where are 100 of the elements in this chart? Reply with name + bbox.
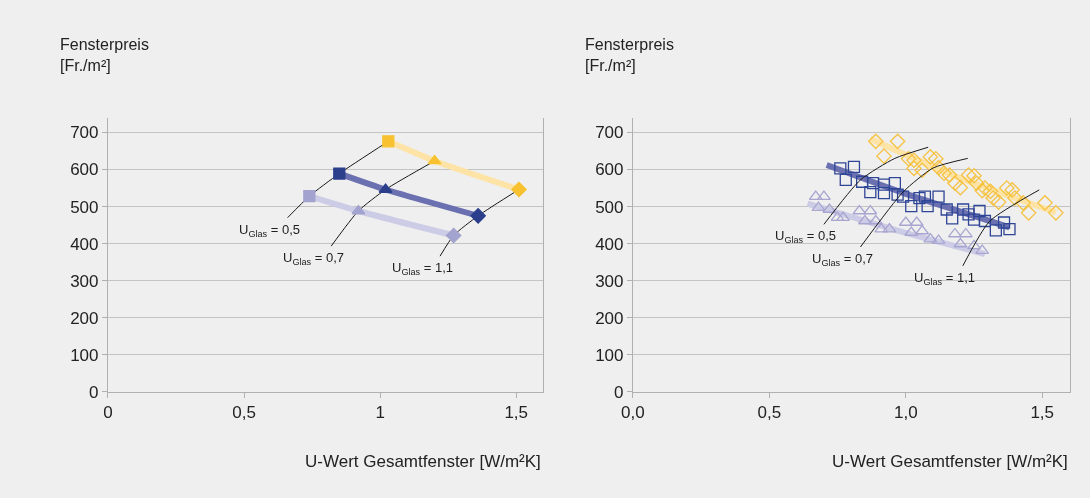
point bbox=[1003, 223, 1016, 236]
point bbox=[857, 214, 872, 225]
point bbox=[956, 203, 970, 216]
point bbox=[967, 213, 981, 226]
point bbox=[877, 178, 891, 191]
point bbox=[953, 237, 968, 248]
y-tick-label: 600 bbox=[70, 160, 99, 180]
y-tick-label: 0 bbox=[614, 382, 624, 402]
annotation: U$_{Glas}$ = 1,1 bbox=[914, 270, 975, 287]
annotation: U$_{Glas}$ = 0,5 bbox=[775, 228, 836, 245]
y-tick-label: 500 bbox=[70, 197, 99, 217]
point bbox=[989, 224, 1002, 237]
y-tick-label: 500 bbox=[595, 197, 624, 217]
point bbox=[946, 212, 959, 225]
point bbox=[877, 187, 891, 200]
point bbox=[1020, 205, 1037, 221]
point bbox=[931, 234, 946, 245]
point bbox=[1048, 205, 1064, 221]
y-tick-label: 700 bbox=[595, 123, 624, 143]
point bbox=[990, 194, 1007, 210]
point bbox=[834, 162, 847, 175]
point bbox=[928, 150, 944, 167]
x-tick-label: 1,5 bbox=[504, 403, 529, 423]
point bbox=[896, 190, 910, 203]
y-tick-label: 700 bbox=[70, 123, 99, 143]
annotation: U$_{Glas}$ = 0,5 bbox=[239, 222, 300, 239]
y-tick-label: 400 bbox=[70, 234, 99, 254]
point bbox=[967, 239, 982, 250]
point bbox=[867, 133, 884, 150]
point bbox=[836, 211, 851, 222]
x-tick-label: 1,5 bbox=[1030, 403, 1055, 423]
point bbox=[889, 133, 906, 150]
point bbox=[914, 162, 930, 179]
x-tick-label: 0,5 bbox=[232, 403, 256, 423]
point bbox=[830, 211, 845, 222]
annotation: U$_{Glas}$ = 0,7 bbox=[283, 250, 344, 267]
point bbox=[1015, 195, 1031, 211]
point bbox=[941, 167, 958, 183]
point bbox=[811, 201, 826, 212]
y-axis-title: Fensterpreis [Fr./m²] bbox=[60, 36, 149, 74]
x-axis-title: U-Wert Gesamtfenster [W/m²K] bbox=[305, 452, 541, 471]
point bbox=[940, 203, 953, 216]
point bbox=[915, 224, 930, 235]
point bbox=[852, 204, 867, 215]
y-tick-label: 400 bbox=[595, 234, 624, 254]
point bbox=[905, 200, 918, 213]
point bbox=[968, 175, 985, 192]
point bbox=[985, 190, 1001, 206]
point bbox=[960, 167, 977, 183]
point bbox=[978, 214, 992, 228]
point bbox=[932, 190, 945, 203]
x-tick-label: 0,0 bbox=[621, 403, 645, 423]
y-tick-label: 0 bbox=[89, 382, 99, 402]
annotation: U$_{Glas}$ = 0,7 bbox=[812, 251, 873, 268]
point bbox=[906, 160, 922, 177]
point bbox=[958, 227, 973, 238]
point bbox=[863, 204, 878, 215]
y-tick-label: 100 bbox=[70, 345, 99, 365]
point bbox=[1004, 182, 1021, 198]
point bbox=[891, 188, 904, 201]
point bbox=[855, 175, 869, 188]
point bbox=[918, 190, 932, 203]
y-tick-label: 200 bbox=[70, 308, 99, 328]
point bbox=[876, 148, 892, 164]
point bbox=[906, 152, 922, 169]
point bbox=[936, 165, 952, 181]
point bbox=[966, 168, 982, 184]
y-tick-label: 200 bbox=[595, 308, 624, 328]
x-axis-title: U-Wert Gesamtfenster [W/m²K] bbox=[832, 452, 1068, 471]
point bbox=[952, 179, 969, 196]
y-axis-title: Fensterpreis [Fr./m²] bbox=[585, 36, 674, 74]
point bbox=[973, 204, 986, 218]
point bbox=[913, 191, 926, 205]
point bbox=[947, 175, 963, 192]
point bbox=[921, 200, 934, 213]
point bbox=[930, 159, 947, 176]
point bbox=[900, 150, 917, 167]
x-tick-label: 0 bbox=[103, 403, 113, 423]
point bbox=[888, 177, 902, 190]
point bbox=[839, 173, 852, 187]
point bbox=[1037, 195, 1053, 211]
point bbox=[866, 177, 880, 190]
point bbox=[864, 185, 877, 199]
x-tick-label: 1,0 bbox=[893, 403, 918, 423]
y-tick-label: 300 bbox=[595, 271, 624, 291]
point bbox=[947, 227, 962, 238]
point bbox=[847, 160, 861, 174]
annotation: U$_{Glas}$ = 1,1 bbox=[392, 260, 453, 277]
point bbox=[868, 214, 883, 225]
point bbox=[982, 183, 999, 200]
y-tick-label: 600 bbox=[595, 160, 624, 180]
y-tick-label: 100 bbox=[595, 345, 624, 365]
point bbox=[962, 208, 975, 221]
point bbox=[975, 244, 990, 255]
point bbox=[922, 149, 939, 165]
point bbox=[1007, 190, 1023, 206]
x-tick-label: 0,5 bbox=[757, 403, 782, 423]
point bbox=[998, 180, 1015, 196]
x-tick-label: 1 bbox=[375, 403, 385, 423]
point bbox=[997, 216, 1011, 229]
